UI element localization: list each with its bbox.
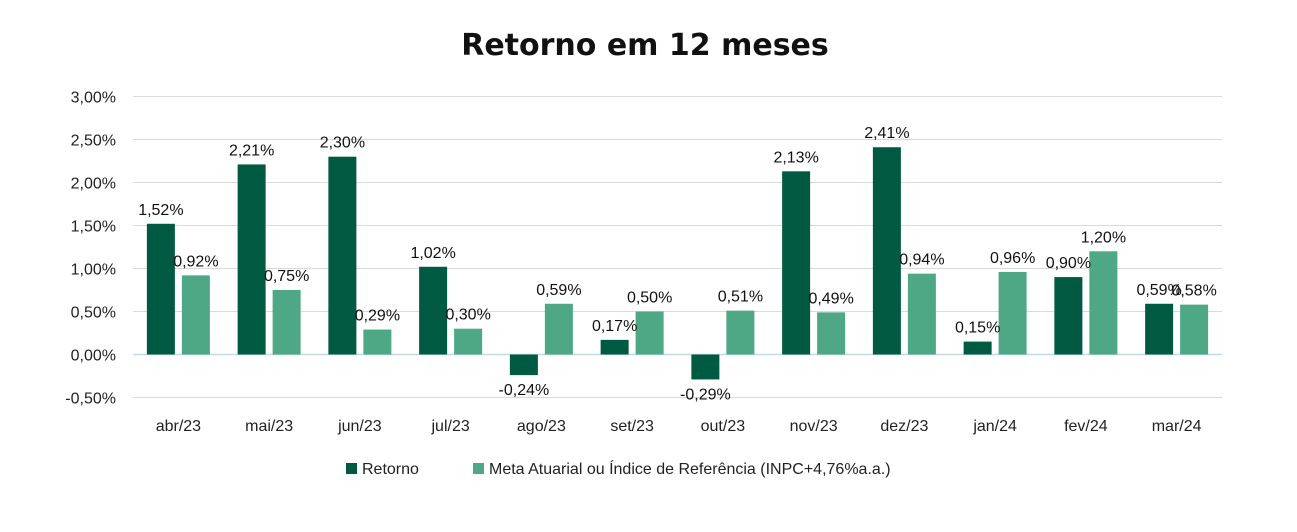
bar-retorno bbox=[600, 339, 629, 355]
bar-meta-atuarial bbox=[454, 328, 483, 355]
y-tick-label: 0,00% bbox=[71, 348, 116, 365]
bar-retorno bbox=[419, 266, 448, 355]
gridlines bbox=[133, 96, 1222, 398]
y-tick-label: 2,00% bbox=[71, 176, 116, 193]
bar-meta-atuarial bbox=[1180, 304, 1209, 355]
data-label-retorno: 1,52% bbox=[138, 202, 183, 219]
bar-retorno bbox=[872, 147, 901, 355]
data-label-meta-atuarial: 0,75% bbox=[264, 268, 309, 285]
x-tick-label: dez/23 bbox=[880, 418, 928, 435]
data-labels: 1,52% 0,92% 2,21% 0,75% 2,30% 0,29% 1,02% 0,30%… bbox=[138, 125, 1217, 403]
x-tick-label: fev/24 bbox=[1064, 418, 1108, 435]
bar-retorno bbox=[963, 341, 992, 355]
legend-label-meta-atuarial: Meta Atuarial ou Índice de Referência (I… bbox=[489, 459, 891, 478]
bar-retorno bbox=[691, 354, 720, 380]
data-label-retorno: -0,24% bbox=[499, 382, 550, 399]
bar-meta-atuarial bbox=[363, 329, 392, 355]
legend-swatch-retorno bbox=[346, 463, 357, 474]
data-label-retorno: -0,29% bbox=[680, 386, 731, 403]
data-label-meta-atuarial: 0,92% bbox=[173, 253, 218, 270]
data-label-retorno: 1,02% bbox=[410, 245, 455, 262]
chart-title: Retorno em 12 meses bbox=[461, 28, 829, 63]
x-tick-label: mai/23 bbox=[245, 418, 293, 435]
data-label-meta-atuarial: 0,49% bbox=[808, 290, 853, 307]
bar-meta-atuarial bbox=[272, 290, 301, 355]
data-label-meta-atuarial: 0,50% bbox=[627, 290, 672, 307]
bar-retorno bbox=[328, 156, 357, 355]
bar-retorno bbox=[1145, 303, 1174, 355]
bar-retorno bbox=[509, 354, 538, 376]
y-tick-label: 0,50% bbox=[71, 305, 116, 322]
legend-label-retorno: Retorno bbox=[362, 461, 419, 478]
bar-retorno bbox=[1054, 277, 1083, 355]
data-label-retorno: 0,59% bbox=[1136, 282, 1181, 299]
x-tick-label: ago/23 bbox=[517, 418, 566, 435]
x-tick-label: nov/23 bbox=[790, 418, 838, 435]
data-label-meta-atuarial: 0,30% bbox=[445, 307, 490, 324]
x-tick-label: jun/23 bbox=[337, 418, 382, 435]
x-tick-label: jul/23 bbox=[431, 418, 470, 435]
y-tick-label: 2,50% bbox=[71, 133, 116, 150]
bar-meta-atuarial bbox=[181, 275, 210, 355]
bar-retorno bbox=[146, 223, 175, 355]
y-tick-label: -0,50% bbox=[65, 391, 116, 408]
x-tick-label: abr/23 bbox=[156, 418, 201, 435]
legend-swatch-meta-atuarial bbox=[473, 463, 484, 474]
bar-meta-atuarial bbox=[998, 271, 1027, 355]
data-label-retorno: 2,30% bbox=[320, 135, 365, 152]
y-tick-label: 3,00% bbox=[71, 90, 116, 107]
x-tick-label: out/23 bbox=[701, 418, 746, 435]
data-label-retorno: 2,13% bbox=[773, 149, 818, 166]
x-tick-label: mar/24 bbox=[1152, 418, 1202, 435]
bar-retorno bbox=[782, 171, 811, 355]
bars bbox=[146, 147, 1209, 380]
y-tick-label: 1,50% bbox=[71, 219, 116, 236]
y-axis-tick-labels: 3,00% 2,50% 2,00% 1,50% 1,00% 0,50% 0,00% -0,50… bbox=[65, 90, 116, 408]
data-label-meta-atuarial: 0,59% bbox=[536, 282, 581, 299]
data-label-meta-atuarial: 0,96% bbox=[990, 250, 1035, 267]
data-label-meta-atuarial: 1,20% bbox=[1081, 229, 1126, 246]
data-label-meta-atuarial: 0,29% bbox=[355, 308, 400, 325]
bar-meta-atuarial bbox=[726, 310, 755, 355]
bar-meta-atuarial bbox=[544, 303, 573, 355]
x-tick-label: jan/24 bbox=[972, 418, 1017, 435]
data-label-meta-atuarial: 0,51% bbox=[718, 289, 763, 306]
y-tick-label: 1,00% bbox=[71, 262, 116, 279]
bar-retorno bbox=[237, 164, 266, 355]
data-label-retorno: 2,41% bbox=[864, 125, 909, 142]
legend: Retorno Meta Atuarial ou Índice de Refer… bbox=[346, 459, 891, 478]
bar-meta-atuarial bbox=[635, 311, 664, 355]
bar-meta-atuarial bbox=[907, 273, 936, 355]
data-label-meta-atuarial: 0,94% bbox=[899, 252, 944, 269]
data-label-retorno: 0,17% bbox=[592, 318, 637, 335]
x-axis-tick-labels: abr/23 mai/23 jun/23 jul/23 ago/23 set/23 out/… bbox=[156, 418, 1202, 435]
bar-meta-atuarial bbox=[1089, 251, 1118, 355]
bar-meta-atuarial bbox=[817, 312, 846, 355]
data-label-meta-atuarial: 0,58% bbox=[1171, 283, 1216, 300]
x-tick-label: set/23 bbox=[610, 418, 654, 435]
data-label-retorno: 0,15% bbox=[955, 320, 1000, 337]
data-label-retorno: 0,90% bbox=[1046, 255, 1091, 272]
data-label-retorno: 2,21% bbox=[229, 142, 274, 159]
